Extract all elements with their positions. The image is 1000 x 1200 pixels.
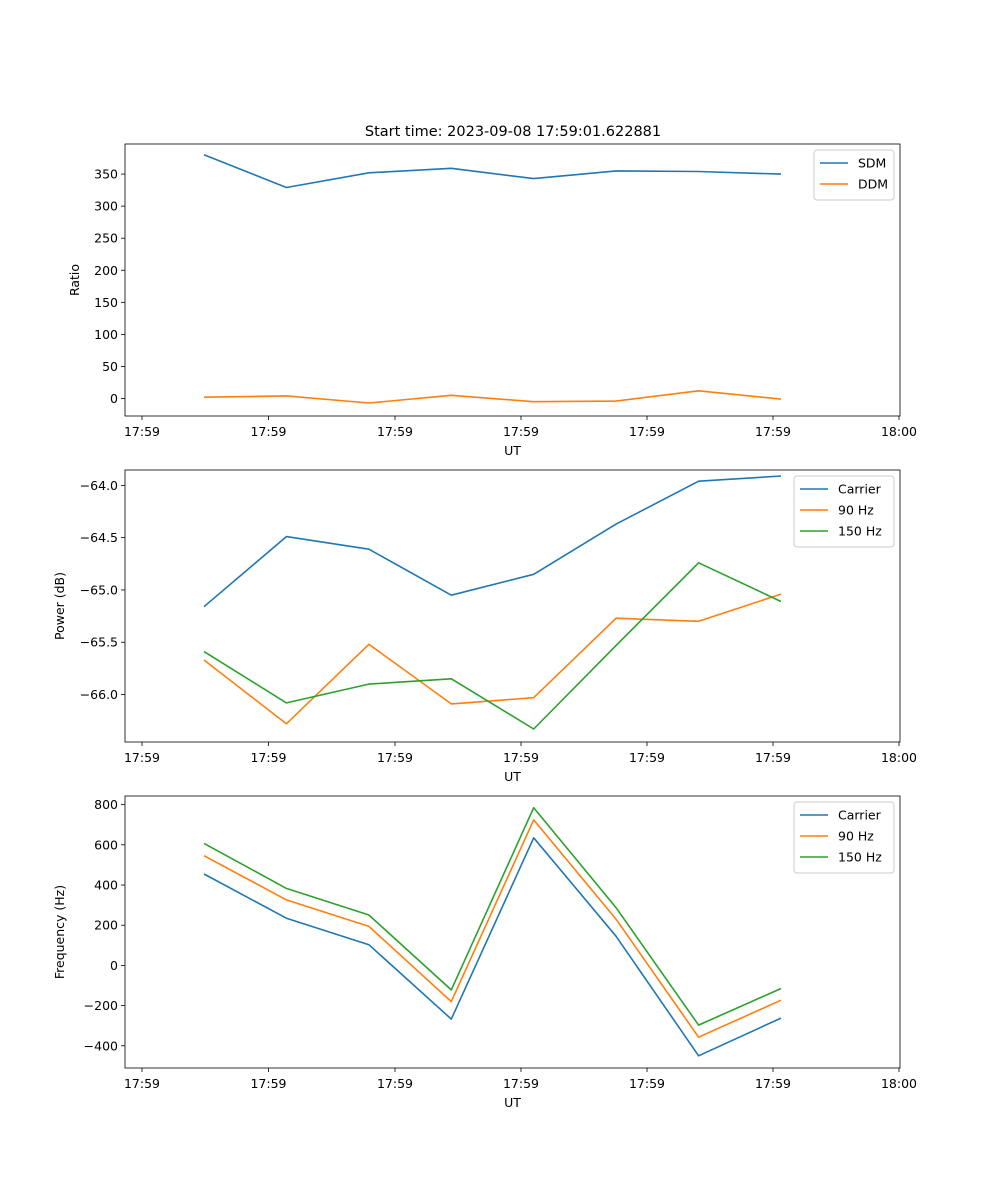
y-tick-label: 200 [94, 918, 118, 933]
x-tick-label: 17:59 [503, 424, 539, 439]
series-line-ddm [203, 389, 782, 404]
y-tick-label: 800 [94, 797, 118, 812]
x-tick-label: 17:59 [250, 750, 286, 765]
y-tick-label: 0 [110, 958, 118, 973]
y-tick-label: −65.0 [80, 582, 118, 597]
x-tick-label: 17:59 [629, 750, 665, 765]
series-line-150-hz [203, 561, 782, 730]
x-axis-label: UT [504, 1095, 521, 1110]
legend-label: 150 Hz [838, 850, 882, 865]
y-tick-label: 200 [94, 263, 118, 278]
y-tick-label: −66.0 [80, 687, 118, 702]
x-tick-label: 18:00 [881, 750, 917, 765]
y-tick-label: 150 [94, 295, 118, 310]
legend-label: SDM [858, 156, 886, 171]
legend-label: 90 Hz [838, 829, 874, 844]
y-tick-label: 0 [110, 391, 118, 406]
x-tick-label: 18:00 [881, 424, 917, 439]
series-line-carrier [203, 475, 782, 608]
legend: SDM DDM [813, 149, 895, 201]
series-line-150-hz [203, 806, 782, 1026]
x-tick-label: 17:59 [755, 750, 791, 765]
y-axis-label: Power (dB) [52, 572, 67, 640]
x-tick-label: 17:59 [629, 1076, 665, 1091]
legend: Carrier 90 Hz 150 Hz [793, 475, 895, 548]
legend-label: DDM [858, 177, 888, 192]
x-tick-label: 17:59 [124, 1076, 160, 1091]
axes-frame [124, 143, 901, 417]
y-tick-label: −400 [84, 1038, 118, 1053]
series-line-sdm [203, 154, 782, 189]
legend-label: 90 Hz [838, 503, 874, 518]
legend-label: 150 Hz [838, 524, 882, 539]
y-tick-label: 400 [94, 878, 118, 893]
y-tick-label: −64.0 [80, 478, 118, 493]
axes-frame [124, 795, 901, 1069]
series-line-carrier [203, 836, 782, 1057]
plot-panel-3: −400 −200 0 200 400 600 800 17:59 17:59 17:59 17:5… [52, 795, 917, 1110]
legend-label: Carrier [838, 482, 882, 497]
y-axis-label: Frequency (Hz) [52, 885, 67, 979]
axes-frame [124, 469, 901, 743]
legend-frame [793, 475, 895, 548]
x-tick-label: 17:59 [250, 424, 286, 439]
x-tick-label: 17:59 [629, 424, 665, 439]
y-tick-label: −64.5 [80, 530, 118, 545]
y-tick-label: −65.5 [80, 635, 118, 650]
legend-label: Carrier [838, 808, 882, 823]
x-tick-label: 17:59 [124, 750, 160, 765]
x-axis-label: UT [504, 443, 521, 458]
y-tick-label: 300 [94, 199, 118, 214]
y-tick-label: 250 [94, 231, 118, 246]
legend-frame [793, 801, 895, 874]
series-line-90-hz [203, 593, 782, 725]
y-tick-label: 600 [94, 837, 118, 852]
x-tick-label: 17:59 [377, 424, 413, 439]
x-tick-label: 17:59 [755, 1076, 791, 1091]
x-tick-label: 17:59 [503, 1076, 539, 1091]
x-tick-label: 17:59 [124, 424, 160, 439]
y-tick-label: −200 [84, 998, 118, 1013]
y-tick-label: 50 [102, 359, 118, 374]
x-axis-label: UT [504, 769, 521, 784]
figure-title: Start time: 2023-09-08 17:59:01.622881 [365, 124, 661, 140]
x-tick-label: 17:59 [503, 750, 539, 765]
legend: Carrier 90 Hz 150 Hz [793, 801, 895, 874]
y-axis-label: Ratio [67, 264, 82, 296]
x-tick-label: 17:59 [377, 1076, 413, 1091]
y-tick-label: 100 [94, 327, 118, 342]
series-line-90-hz [203, 819, 782, 1038]
plot-panel-2: −66.0 −65.5 −65.0 −64.5 −64.0 17:59 17:59 17:59… [52, 469, 917, 784]
plot-panel-1: 0 50 100 150 200 250 300 350 17:59 17:59 17:59 17:5… [67, 143, 917, 458]
x-tick-label: 18:00 [881, 1076, 917, 1091]
x-tick-label: 17:59 [755, 424, 791, 439]
y-tick-label: 350 [94, 167, 118, 182]
x-tick-label: 17:59 [377, 750, 413, 765]
x-tick-label: 17:59 [250, 1076, 286, 1091]
